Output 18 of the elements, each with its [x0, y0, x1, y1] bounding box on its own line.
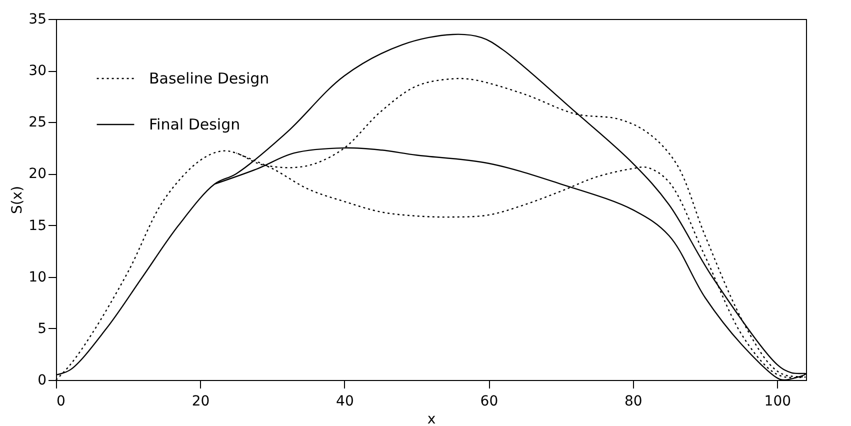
- y-axis-title: S(x): [10, 186, 26, 214]
- y-tick-label: 25: [28, 114, 46, 131]
- y-tick-label: 35: [28, 12, 46, 28]
- x-axis-title: x: [427, 412, 436, 426]
- legend-label: Baseline Design: [149, 70, 270, 88]
- x-tick-label: 100: [764, 394, 792, 410]
- y-tick-label: 15: [28, 218, 46, 234]
- x-tick-label: 20: [192, 394, 210, 410]
- y-tick-label: 20: [28, 166, 46, 182]
- x-tick-label: 0: [56, 394, 66, 410]
- y-tick-label: 5: [38, 320, 46, 337]
- y-tick-label: 10: [28, 269, 46, 286]
- x-tick-label: 40: [336, 394, 354, 410]
- y-tick-label: 30: [28, 63, 46, 80]
- x-tick-label: 60: [480, 394, 498, 410]
- x-tick-label: 80: [624, 394, 642, 410]
- legend-label: Final Design: [149, 116, 240, 134]
- y-tick-label: 0: [38, 372, 46, 388]
